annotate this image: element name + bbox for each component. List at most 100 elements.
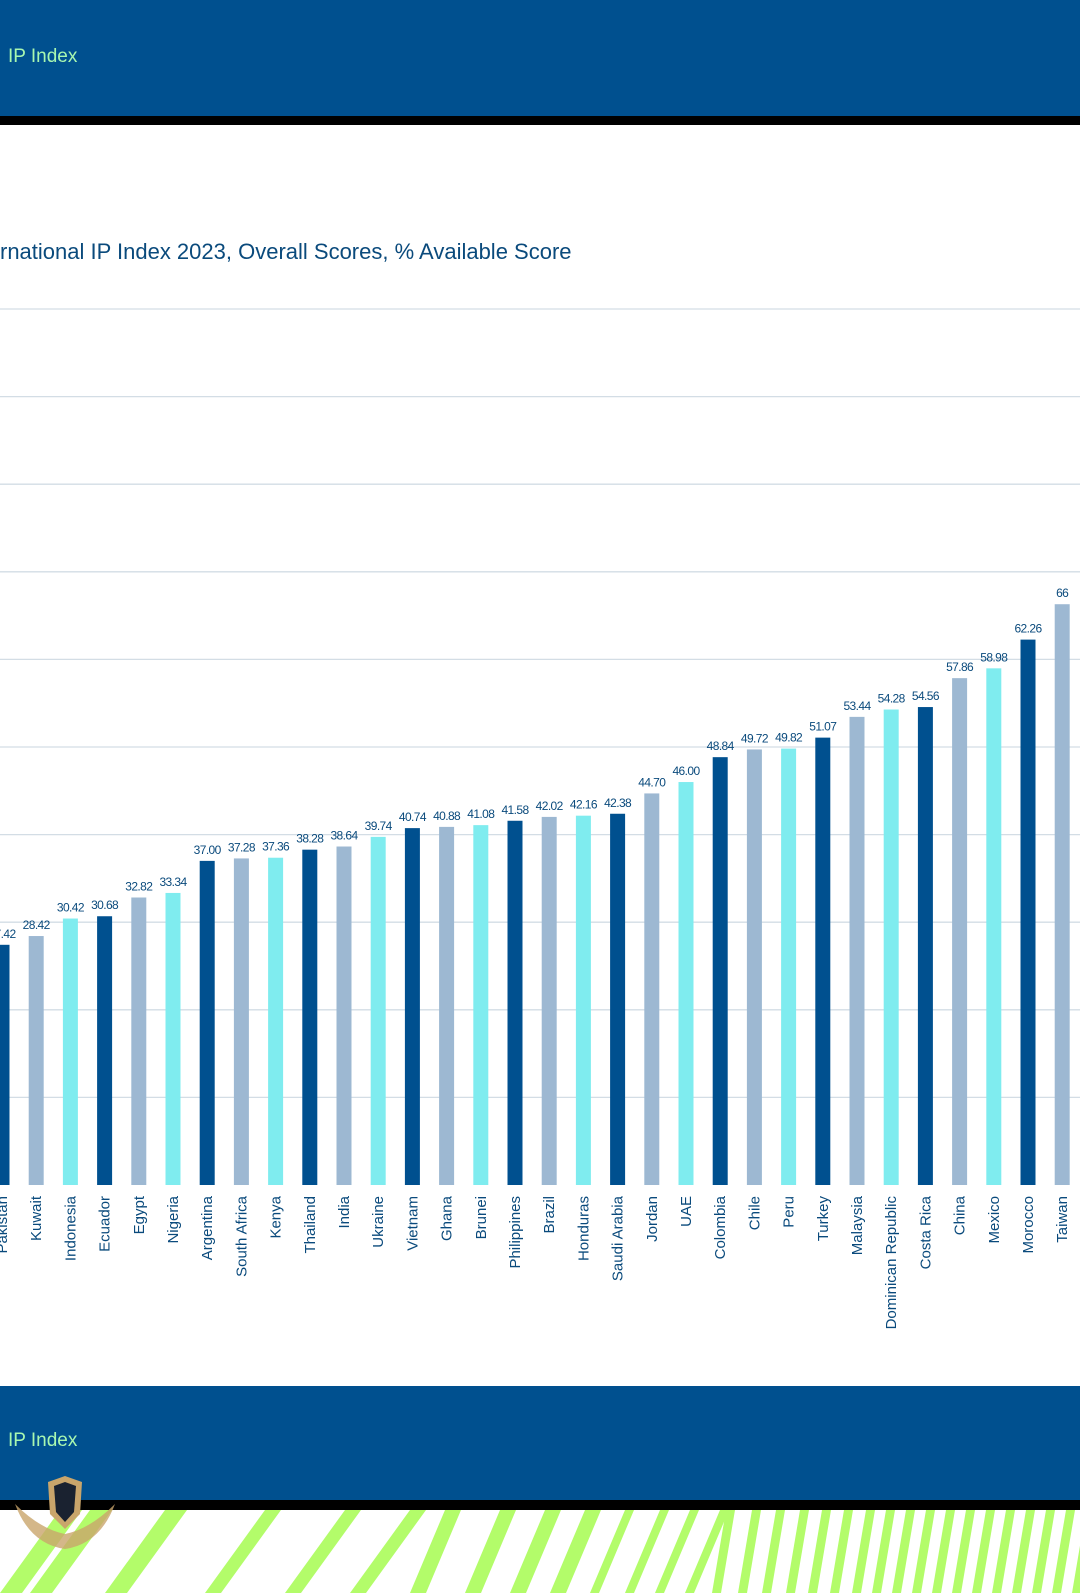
bar-malaysia: [849, 716, 865, 1185]
category-label: Morocco: [1020, 1196, 1037, 1254]
bar-india: [336, 846, 352, 1185]
data-label: 27.42: [0, 927, 16, 941]
category-label: Mexico: [986, 1196, 1003, 1244]
stripe: [932, 1510, 955, 1593]
bar-taiwan: [1054, 604, 1070, 1185]
footer-band: [0, 1386, 1080, 1502]
data-label: 37.36: [262, 840, 290, 854]
stripe: [465, 1510, 516, 1593]
category-label: Kenya: [268, 1195, 285, 1238]
data-label: 30.42: [57, 901, 85, 915]
category-label: Kuwait: [28, 1195, 45, 1241]
bar-costa-rica: [917, 707, 933, 1185]
category-label: Nigeria: [165, 1195, 182, 1243]
stripe: [205, 1510, 281, 1593]
bar-chile: [746, 749, 762, 1185]
bar-turkey: [815, 737, 831, 1185]
data-label: 44.70: [638, 775, 666, 789]
category-label: Turkey: [815, 1196, 832, 1242]
category-label: South Africa: [233, 1195, 250, 1277]
bar-brunei: [473, 825, 489, 1185]
bar-colombia: [712, 757, 728, 1185]
watermark-logo: [15, 1476, 115, 1549]
category-label: Honduras: [575, 1196, 592, 1261]
data-label: 40.88: [433, 809, 461, 823]
stripe: [892, 1510, 915, 1593]
category-label: Chile: [746, 1196, 763, 1230]
category-label: Vietnam: [404, 1196, 421, 1251]
bar-dominican-republic: [883, 709, 899, 1185]
category-label: Brazil: [541, 1196, 558, 1234]
data-label: 48.84: [707, 739, 735, 753]
data-label: 38.64: [330, 829, 358, 843]
stripe: [625, 1510, 669, 1593]
stripe: [510, 1510, 561, 1593]
category-label: Jordan: [644, 1196, 661, 1242]
category-label: Ukraine: [370, 1196, 387, 1248]
stripe: [830, 1510, 853, 1593]
data-label: 54.56: [912, 689, 940, 703]
category-label: Peru: [781, 1196, 798, 1228]
stripe: [410, 1510, 461, 1593]
category-label: Saudi Arabia: [610, 1195, 627, 1281]
bar-china: [952, 678, 968, 1185]
stripe: [972, 1510, 995, 1593]
bar-peru: [781, 748, 797, 1185]
category-label: Thailand: [302, 1196, 319, 1254]
data-label: 32.82: [125, 879, 153, 893]
category-label: Costa Rica: [917, 1195, 934, 1269]
category-label: China: [952, 1195, 969, 1235]
stripe: [738, 1510, 761, 1593]
data-label: 42.16: [570, 798, 598, 812]
category-label: Brunei: [473, 1196, 490, 1239]
data-label: 37.00: [194, 843, 222, 857]
stripe: [852, 1510, 875, 1593]
category-label: Ecuador: [97, 1196, 114, 1252]
bar-kuwait: [28, 936, 44, 1185]
bar-ecuador: [97, 916, 113, 1185]
data-label: 53.44: [843, 699, 871, 713]
stripe: [550, 1510, 601, 1593]
stripe: [912, 1510, 935, 1593]
bar-brazil: [541, 816, 557, 1185]
bar-honduras: [575, 815, 591, 1185]
stripe: [590, 1510, 634, 1593]
data-label: 40.74: [399, 810, 427, 824]
category-label: India: [336, 1195, 353, 1228]
category-label: Egypt: [131, 1195, 148, 1234]
bar-saudi-arabia: [610, 813, 626, 1185]
category-label: Philippines: [507, 1196, 524, 1269]
data-label: 58.98: [980, 650, 1008, 664]
stripe: [952, 1510, 975, 1593]
bar-egypt: [131, 897, 147, 1185]
stripe: [712, 1510, 735, 1593]
bar-philippines: [507, 820, 523, 1185]
stripe: [808, 1510, 831, 1593]
stripe: [1012, 1510, 1035, 1593]
bar-mexico: [986, 668, 1002, 1185]
bar-kenya: [268, 857, 284, 1185]
data-label: 62.26: [1014, 622, 1042, 636]
stripe: [685, 1510, 729, 1593]
bar-vietnam: [404, 828, 420, 1185]
data-label: 51.07: [809, 720, 837, 734]
bar-ghana: [439, 826, 455, 1185]
data-label: 41.58: [501, 803, 529, 817]
bar-pakistan: [0, 944, 10, 1185]
category-label: Argentina: [199, 1195, 216, 1260]
stripe: [0, 1510, 82, 1593]
header-brand: IP Index: [8, 46, 78, 67]
stripe: [350, 1510, 426, 1593]
data-label: 42.02: [536, 799, 564, 813]
bar-thailand: [302, 849, 318, 1185]
data-label: 41.08: [467, 807, 495, 821]
bar-jordan: [644, 793, 660, 1185]
header-divider: [0, 116, 1080, 125]
stripe: [1032, 1510, 1055, 1593]
category-label: Pakistan: [0, 1196, 11, 1254]
category-label: Taiwan: [1054, 1196, 1071, 1243]
footer-divider: [0, 1500, 1080, 1510]
data-label: 54.28: [878, 692, 906, 706]
data-label: 57.86: [946, 660, 974, 674]
chart-title: rnational IP Index 2023, Overall Scores,…: [0, 239, 572, 264]
